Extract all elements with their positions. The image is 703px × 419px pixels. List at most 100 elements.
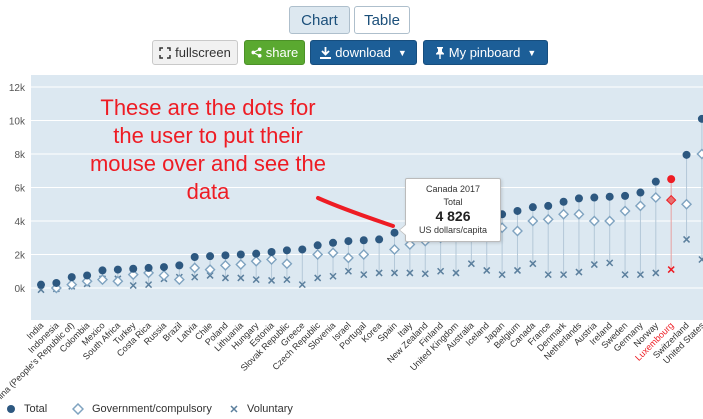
voluntary-point[interactable] (329, 272, 337, 280)
share-button[interactable]: share (244, 40, 305, 65)
voluntary-point[interactable] (590, 261, 598, 269)
total-point[interactable] (236, 250, 245, 259)
government-point[interactable] (189, 262, 201, 274)
government-point[interactable] (573, 208, 585, 220)
government-point[interactable] (327, 247, 339, 259)
government-point[interactable] (558, 208, 570, 220)
government-point[interactable] (650, 192, 662, 204)
government-point[interactable] (696, 148, 703, 160)
government-point[interactable] (527, 215, 539, 227)
voluntary-point[interactable] (360, 271, 368, 279)
voluntary-point[interactable] (298, 281, 306, 289)
total-point[interactable] (98, 266, 107, 275)
total-point[interactable] (282, 246, 291, 255)
government-point[interactable] (235, 259, 247, 271)
government-point[interactable] (250, 255, 262, 267)
total-point[interactable] (159, 263, 168, 272)
voluntary-point[interactable] (206, 271, 214, 279)
total-point[interactable] (697, 114, 703, 123)
legend-vol[interactable]: Voluntary (229, 403, 293, 415)
total-point[interactable] (667, 175, 676, 184)
total-point[interactable] (375, 235, 384, 244)
legend-gov[interactable]: Government/compulsory (72, 403, 212, 415)
government-point[interactable] (542, 213, 554, 225)
total-point[interactable] (329, 238, 338, 247)
total-point[interactable] (590, 193, 599, 202)
voluntary-point[interactable] (252, 276, 260, 284)
voluntary-point[interactable] (268, 276, 276, 284)
government-point[interactable] (266, 254, 278, 266)
total-point[interactable] (574, 194, 583, 203)
voluntary-point[interactable] (513, 266, 522, 274)
government-point[interactable] (511, 225, 523, 237)
total-point[interactable] (175, 261, 184, 270)
government-point[interactable] (681, 198, 693, 210)
voluntary-point[interactable] (560, 271, 568, 279)
total-point[interactable] (52, 278, 61, 287)
total-point[interactable] (390, 228, 399, 237)
total-point[interactable] (83, 271, 92, 280)
pinboard-button[interactable]: My pinboard ▼ (423, 40, 548, 65)
government-point[interactable] (158, 269, 170, 281)
government-point[interactable] (281, 258, 293, 270)
legend-total[interactable]: Total (6, 403, 47, 415)
total-point[interactable] (344, 237, 353, 246)
download-button[interactable]: download ▼ (310, 40, 417, 65)
total-point[interactable] (190, 253, 199, 262)
total-point[interactable] (605, 192, 614, 201)
total-point[interactable] (252, 249, 261, 258)
government-point[interactable] (604, 215, 616, 227)
voluntary-point[interactable] (667, 266, 675, 274)
total-point[interactable] (513, 206, 522, 215)
government-point[interactable] (112, 275, 124, 287)
voluntary-point[interactable] (683, 235, 691, 243)
voluntary-point[interactable] (575, 268, 583, 276)
voluntary-point[interactable] (621, 271, 629, 279)
total-point[interactable] (682, 150, 691, 159)
government-point[interactable] (342, 252, 354, 264)
voluntary-point[interactable] (452, 269, 460, 277)
voluntary-point[interactable] (529, 260, 537, 268)
government-point[interactable] (665, 194, 677, 206)
total-point[interactable] (37, 280, 45, 289)
total-point[interactable] (559, 197, 568, 206)
total-point[interactable] (651, 177, 660, 186)
voluntary-point[interactable] (314, 274, 322, 282)
government-point[interactable] (204, 264, 216, 276)
voluntary-point[interactable] (283, 276, 291, 284)
government-point[interactable] (358, 249, 370, 260)
fullscreen-button[interactable]: fullscreen (152, 40, 238, 65)
total-point[interactable] (313, 241, 322, 250)
total-point[interactable] (636, 188, 645, 197)
voluntary-point[interactable] (390, 269, 399, 277)
voluntary-point[interactable] (406, 269, 414, 277)
total-point[interactable] (144, 263, 153, 272)
voluntary-point[interactable] (145, 281, 153, 289)
voluntary-point[interactable] (437, 267, 445, 275)
voluntary-point[interactable] (544, 271, 552, 279)
voluntary-point[interactable] (344, 267, 352, 275)
government-point[interactable] (404, 238, 416, 250)
voluntary-point[interactable] (375, 269, 383, 277)
government-point[interactable] (634, 200, 646, 212)
voluntary-point[interactable] (636, 271, 644, 279)
voluntary-point[interactable] (129, 281, 137, 290)
voluntary-point[interactable] (498, 271, 506, 279)
government-point[interactable] (96, 274, 108, 286)
voluntary-point[interactable] (467, 260, 475, 268)
tab-chart[interactable]: Chart (289, 6, 350, 34)
total-point[interactable] (113, 265, 122, 274)
government-point[interactable] (219, 259, 231, 271)
voluntary-point[interactable] (483, 266, 491, 274)
tab-table[interactable]: Table (354, 6, 410, 34)
government-point[interactable] (588, 215, 600, 227)
government-point[interactable] (312, 249, 324, 260)
government-point[interactable] (81, 275, 93, 287)
total-point[interactable] (67, 273, 76, 282)
total-point[interactable] (298, 245, 307, 254)
total-point[interactable] (359, 236, 368, 245)
voluntary-point[interactable] (221, 274, 229, 282)
total-point[interactable] (544, 201, 553, 210)
total-point[interactable] (267, 247, 276, 256)
government-point[interactable] (619, 205, 631, 217)
